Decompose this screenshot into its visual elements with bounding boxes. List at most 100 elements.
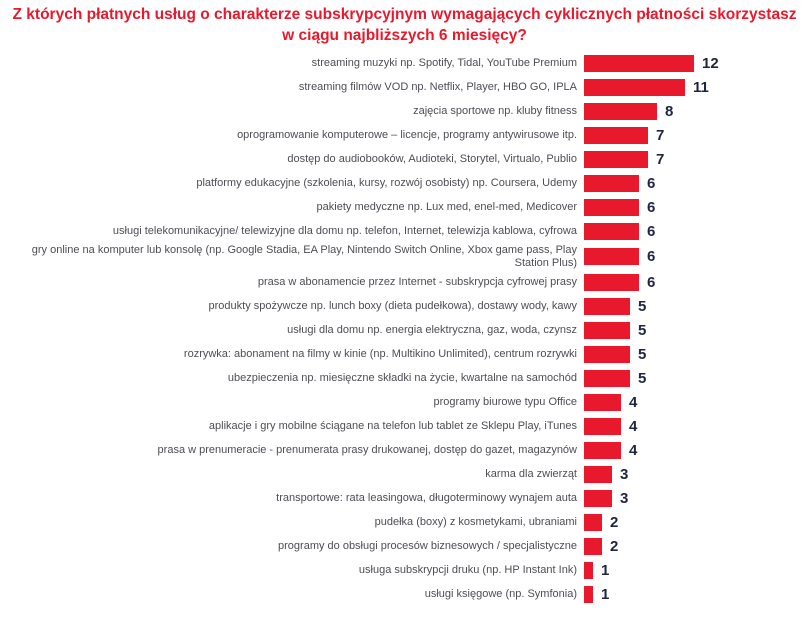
bar: [584, 345, 630, 363]
chart-row: oprogramowanie komputerowe – licencje, p…: [0, 124, 809, 148]
category-label: pudełka (boxy) z kosmetykami, ubraniami: [374, 515, 577, 528]
bar-track: 5: [584, 321, 809, 339]
value-label: 6: [647, 273, 656, 291]
chart-row: ubezpieczenia np. miesięczne składki na …: [0, 366, 809, 390]
chart-row: dostęp do audiobooków, Audioteki, Storyt…: [0, 148, 809, 172]
category-label: karma dla zwierząt: [485, 467, 577, 480]
bar-track: 5: [584, 345, 809, 363]
value-label: 8: [665, 103, 674, 121]
chart-row: streaming muzyki np. Spotify, Tidal, You…: [0, 52, 809, 76]
bar: [584, 151, 648, 169]
chart-row: platformy edukacyjne (szkolenia, kursy, …: [0, 172, 809, 196]
category-label: dostęp do audiobooków, Audioteki, Storyt…: [287, 153, 577, 166]
chart-row: gry online na komputer lub konsolę (np. …: [0, 244, 809, 270]
category-label: aplikacje i gry mobilne ściągane na tele…: [208, 419, 577, 432]
category-label: zajęcia sportowe np. kluby fitness: [413, 105, 577, 118]
value-label: 7: [656, 127, 665, 145]
chart-row: prasa w abonamencie przez Internet - sub…: [0, 270, 809, 294]
bar-track: 4: [584, 441, 809, 459]
category-label: programy do obsługi procesów biznesowych…: [278, 539, 577, 552]
bar-track: 1: [584, 585, 809, 603]
value-label: 5: [638, 297, 647, 315]
bar: [584, 248, 639, 266]
category-label: programy biurowe typu Office: [433, 395, 577, 408]
chart-row: produkty spożywcze np. lunch boxy (dieta…: [0, 294, 809, 318]
bar: [584, 537, 602, 555]
category-label: gry online na komputer lub konsolę (np. …: [31, 243, 577, 269]
bar: [584, 465, 612, 483]
value-label: 4: [629, 441, 638, 459]
value-label: 2: [610, 537, 619, 555]
category-label: streaming muzyki np. Spotify, Tidal, You…: [311, 57, 577, 70]
bar: [584, 321, 630, 339]
bar-chart: streaming muzyki np. Spotify, Tidal, You…: [0, 52, 809, 606]
value-label: 11: [693, 79, 709, 97]
bar: [584, 585, 593, 603]
category-label: prasa w prenumeracie - prenumerata prasy…: [157, 443, 577, 456]
bar: [584, 127, 648, 145]
value-label: 6: [647, 223, 656, 241]
chart-row: programy biurowe typu Office 4: [0, 390, 809, 414]
chart-row: streaming filmów VOD np. Netflix, Player…: [0, 76, 809, 100]
bar: [584, 489, 612, 507]
bar-track: 7: [584, 127, 809, 145]
bar-track: 5: [584, 297, 809, 315]
value-label: 3: [620, 489, 629, 507]
category-label: rozrywka: abonament na filmy w kinie (np…: [183, 347, 577, 360]
chart-row: transportowe: rata leasingowa, długoterm…: [0, 486, 809, 510]
value-label: 6: [647, 248, 656, 266]
bar-track: 12: [584, 55, 809, 73]
bar: [584, 199, 639, 217]
chart-title: Z których płatnych usług o charakterze s…: [12, 6, 797, 45]
value-label: 5: [638, 321, 647, 339]
chart-row: programy do obsługi procesów biznesowych…: [0, 534, 809, 558]
bar: [584, 297, 630, 315]
chart-row: pudełka (boxy) z kosmetykami, ubraniami 2: [0, 510, 809, 534]
value-label: 1: [601, 561, 610, 579]
category-label: ubezpieczenia np. miesięczne składki na …: [227, 371, 577, 384]
category-label: pakiety medyczne np. Lux med, enel-med, …: [316, 201, 577, 214]
value-label: 4: [629, 393, 638, 411]
bar: [584, 79, 685, 97]
bar: [584, 441, 621, 459]
category-label: transportowe: rata leasingowa, długoterm…: [276, 491, 577, 504]
bar-track: 2: [584, 513, 809, 531]
value-label: 6: [647, 199, 656, 217]
chart-row: usługi księgowe (np. Symfonia) 1: [0, 582, 809, 606]
chart-row: rozrywka: abonament na filmy w kinie (np…: [0, 342, 809, 366]
chart-row: zajęcia sportowe np. kluby fitness 8: [0, 100, 809, 124]
bar-track: 7: [584, 151, 809, 169]
category-label: prasa w abonamencie przez Internet - sub…: [257, 275, 577, 288]
category-label: usługi księgowe (np. Symfonia): [424, 587, 577, 600]
chart-row: prasa w prenumeracie - prenumerata prasy…: [0, 438, 809, 462]
bar: [584, 55, 694, 73]
chart-row: karma dla zwierząt 3: [0, 462, 809, 486]
bar: [584, 513, 602, 531]
value-label: 3: [620, 465, 629, 483]
bar-track: 6: [584, 199, 809, 217]
value-label: 7: [656, 151, 665, 169]
bar-track: 1: [584, 561, 809, 579]
bar-track: 11: [584, 79, 809, 97]
category-label: usługa subskrypcji druku (np. HP Instant…: [358, 563, 577, 576]
bar-track: 2: [584, 537, 809, 555]
value-label: 5: [638, 369, 647, 387]
bar: [584, 223, 639, 241]
chart-row: aplikacje i gry mobilne ściągane na tele…: [0, 414, 809, 438]
category-label: streaming filmów VOD np. Netflix, Player…: [298, 81, 577, 94]
category-label: usługi dla domu np. energia elektryczna,…: [287, 323, 577, 336]
value-label: 1: [601, 585, 610, 603]
bar: [584, 393, 621, 411]
bar: [584, 369, 630, 387]
bar: [584, 561, 593, 579]
bar-track: 4: [584, 417, 809, 435]
bar-track: 4: [584, 393, 809, 411]
bar-track: 3: [584, 465, 809, 483]
category-label: produkty spożywcze np. lunch boxy (dieta…: [208, 299, 577, 312]
chart-row: usługi telekomunikacyjne/ telewizyjne dl…: [0, 220, 809, 244]
bar: [584, 175, 639, 193]
chart-row: usługi dla domu np. energia elektryczna,…: [0, 318, 809, 342]
chart-row: pakiety medyczne np. Lux med, enel-med, …: [0, 196, 809, 220]
value-label: 5: [638, 345, 647, 363]
